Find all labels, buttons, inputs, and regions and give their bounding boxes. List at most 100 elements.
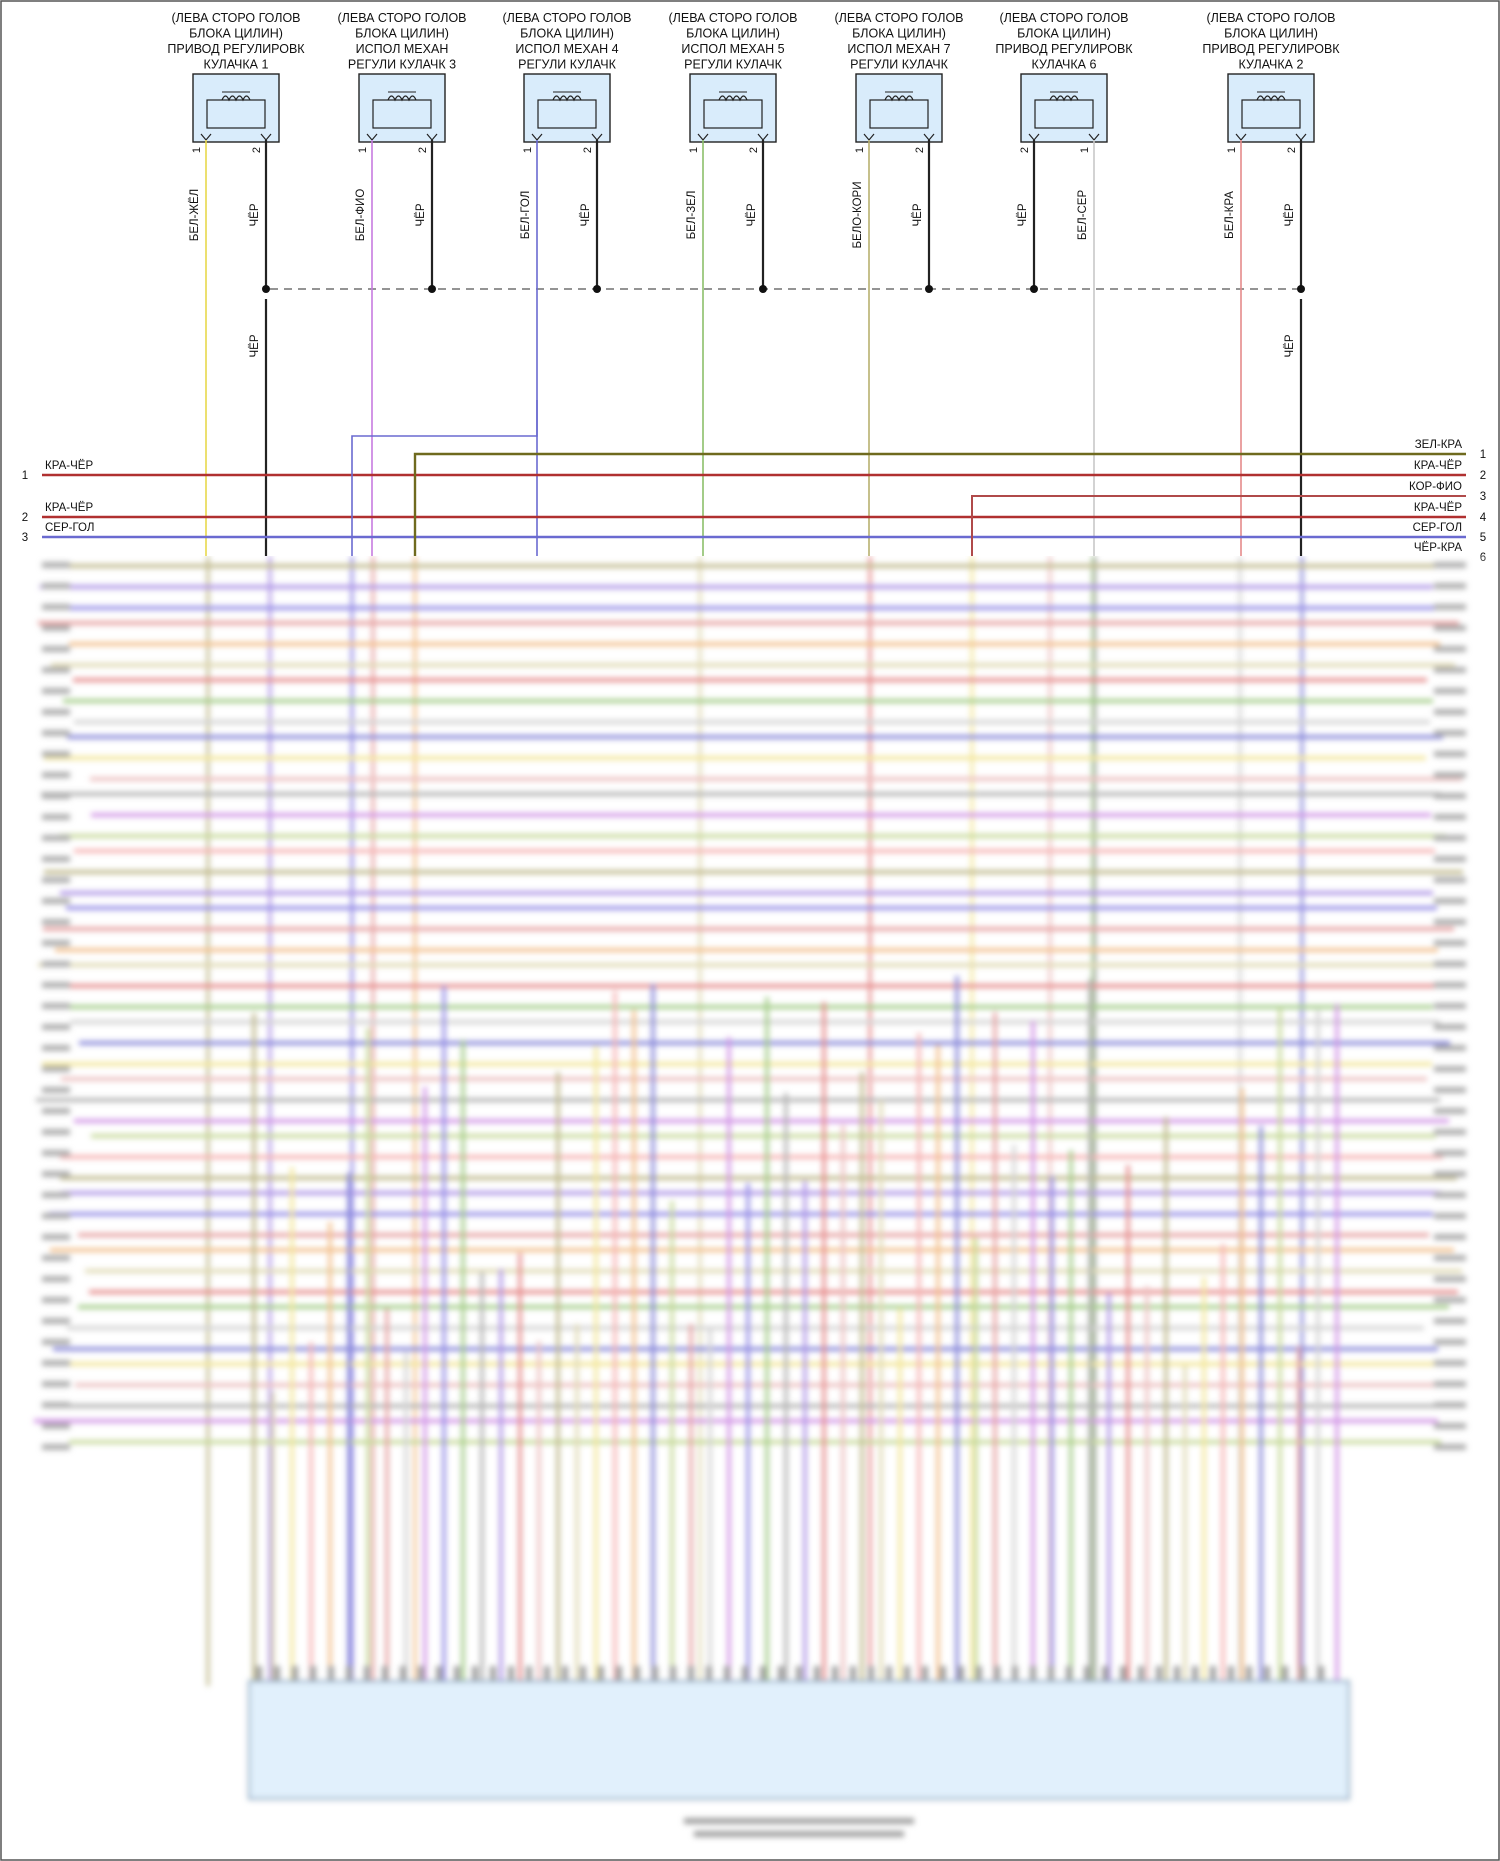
actuator-connector-box [1020, 73, 1108, 143]
obscured-label [42, 625, 70, 631]
splice-dot [262, 285, 270, 293]
ecu-pin [1084, 1666, 1090, 1680]
ecu-pin [1066, 1666, 1072, 1680]
obscured-label [42, 961, 70, 967]
obscured-label [42, 898, 70, 904]
obscured-label [42, 604, 70, 610]
obscured-label [42, 1171, 70, 1177]
ecu-pin [274, 1666, 280, 1680]
wire-label: БЕЛ-КРА [1224, 191, 1236, 239]
obscured-label [42, 709, 70, 715]
obscured-label [42, 772, 70, 778]
right-bus-wire-1 [413, 452, 1466, 556]
ecu-pin [1102, 1666, 1108, 1680]
right-bus-number: 2 [1480, 470, 1486, 482]
wire-label: БЕЛ-ФИО [355, 189, 367, 242]
actuator-title-line: БЛОКА ЦИЛИН) [686, 27, 780, 41]
ecu-pin [1246, 1666, 1252, 1680]
ecu-pin [940, 1666, 946, 1680]
actuator-act-2: (ЛЕВА СТОРО ГОЛОВ БЛОКА ЦИЛИН)ПРИВОД РЕГУ… [1202, 11, 1340, 556]
obscured-label [1434, 1423, 1466, 1429]
actuator-title-line: (ЛЕВА СТОРО ГОЛОВ [834, 11, 963, 25]
wire-label: ЧЁР [1017, 203, 1029, 226]
ecu-pin [400, 1666, 406, 1680]
actuator-title-line: РЕГУЛИ КУЛАЧК [850, 58, 948, 72]
obscured-label [1434, 1150, 1466, 1156]
bus-wires-group: 1 КРА-ЧЁР 2 КРА-ЧЁР 3 СЕР-ГОЛ 1 ЗЕЛ-КРА 2 КРА-ЧЁР… [22, 400, 1487, 564]
actuator-title-line: БЛОКА ЦИЛИН) [1017, 27, 1111, 41]
ecu-pin [814, 1666, 820, 1680]
right-bus-label: ЧЁР-КРА [1414, 542, 1462, 554]
ecu-pin [526, 1666, 532, 1680]
obscured-label [42, 562, 70, 568]
obscured-label [1434, 667, 1466, 673]
obscured-label [1434, 1087, 1466, 1093]
obscured-label [42, 1213, 70, 1219]
ecu-pin [1048, 1666, 1054, 1680]
coil-winding [1049, 95, 1079, 102]
wire-label: БЕЛ-СЕР [1077, 190, 1089, 241]
actuator-connector-box [855, 73, 943, 143]
ecu-pin [256, 1666, 262, 1680]
obscured-label [1434, 1255, 1466, 1261]
ecu-pin [1138, 1666, 1144, 1680]
ecu-pin [1282, 1666, 1288, 1680]
obscured-label [1434, 1234, 1466, 1240]
pin-number: 1 [522, 147, 534, 153]
obscured-label [1434, 1108, 1466, 1114]
obscured-label [1434, 751, 1466, 757]
actuator-title-line: КУЛАЧКА 1 [204, 58, 269, 72]
ecu-pin [418, 1666, 424, 1680]
ecu-pin [310, 1666, 316, 1680]
obscured-label [42, 1066, 70, 1072]
actuator-title-line: РЕГУЛИ КУЛАЧК 3 [348, 58, 456, 72]
obscured-label [42, 688, 70, 694]
left-bus-number: 2 [22, 512, 28, 524]
actuator-title-line: БЛОКА ЦИЛИН) [189, 27, 283, 41]
ecu-pin [832, 1666, 838, 1680]
actuator-title-line: БЛОКА ЦИЛИН) [1224, 27, 1318, 41]
ecu-pin [292, 1666, 298, 1680]
ecu-pin [490, 1666, 496, 1680]
obscured-label [1434, 625, 1466, 631]
actuator-title-line: (ЛЕВА СТОРО ГОЛОВ [1206, 11, 1335, 25]
pin-number: 1 [357, 147, 369, 153]
obscured-label [42, 1276, 70, 1282]
ecu-pin [886, 1666, 892, 1680]
ecu-pin [706, 1666, 712, 1680]
ecu-pin [436, 1666, 442, 1680]
obscured-label [1434, 1402, 1466, 1408]
right-bus-number: 4 [1480, 512, 1487, 524]
ecu-pin [1264, 1666, 1270, 1680]
ecu-pin [976, 1666, 982, 1680]
wire-label: БЕЛ-ЖЁЛ [189, 189, 201, 241]
coil-winding [884, 95, 914, 102]
actuator-title-line: РЕГУЛИ КУЛАЧК [684, 58, 782, 72]
obscured-veil [4, 556, 1496, 1857]
wire-label: ЧЁР [580, 203, 592, 226]
wire-label: ЧЁР [249, 203, 261, 226]
obscured-label [42, 1381, 70, 1387]
obscured-caption [684, 1818, 914, 1824]
obscured-label [42, 1444, 70, 1450]
actuator-connector-box [192, 73, 280, 143]
ecu-pin [1228, 1666, 1234, 1680]
obscured-label [42, 1087, 70, 1093]
actuator-act-6: (ЛЕВА СТОРО ГОЛОВ БЛОКА ЦИЛИН)ПРИВОД РЕГУ… [995, 11, 1133, 556]
obscured-caption [694, 1831, 904, 1837]
actuator-title-line: КУЛАЧКА 2 [1239, 58, 1304, 72]
obscured-label [1434, 793, 1466, 799]
pin-number: 2 [251, 147, 263, 153]
obscured-label [42, 1234, 70, 1240]
obscured-label [42, 1150, 70, 1156]
ecu-pin [616, 1666, 622, 1680]
actuator-title-line: ПРИВОД РЕГУЛИРОВК [1202, 42, 1340, 56]
obscured-label [42, 856, 70, 862]
obscured-label [42, 919, 70, 925]
coil-winding [718, 95, 748, 102]
pin-number: 1 [191, 147, 203, 153]
right-bus-label: КРА-ЧЁР [1414, 502, 1462, 514]
actuator-title-line: БЛОКА ЦИЛИН) [355, 27, 449, 41]
